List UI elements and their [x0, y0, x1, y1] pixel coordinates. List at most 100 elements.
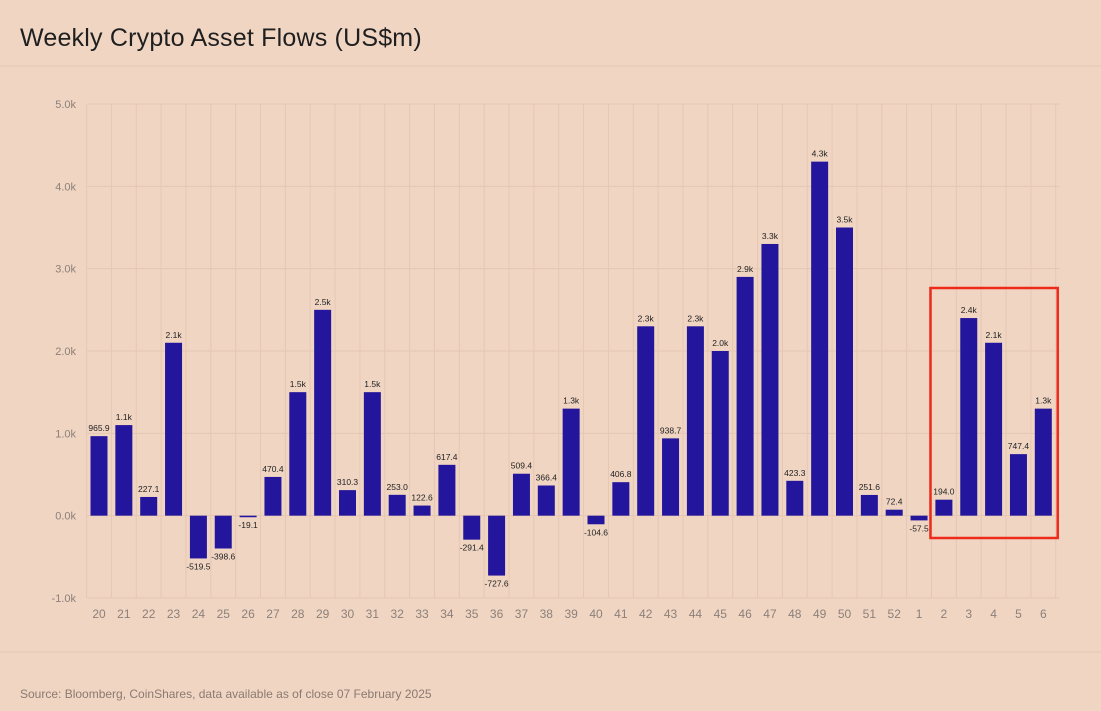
bar	[910, 515, 928, 521]
data-label: 2.1k	[986, 330, 1003, 340]
bar	[438, 464, 456, 516]
data-label: 406.8	[610, 469, 632, 479]
x-tick-label: 43	[664, 607, 678, 621]
x-tick-label: 1	[916, 607, 923, 621]
bar	[214, 515, 232, 549]
data-label: -398.6	[211, 551, 235, 561]
data-label: -104.6	[584, 527, 608, 537]
data-label: 423.3	[784, 468, 806, 478]
bar	[512, 473, 530, 516]
bar	[189, 515, 207, 559]
data-label: 938.7	[660, 425, 682, 435]
x-tick-label: 45	[714, 607, 728, 621]
bar	[90, 436, 108, 516]
x-tick-label: 28	[291, 607, 305, 621]
data-label: 1.3k	[563, 396, 580, 406]
y-tick-label: 4.0k	[55, 181, 76, 193]
highlight-box	[929, 286, 1059, 540]
data-label: 72.4	[886, 497, 903, 507]
bar	[960, 318, 978, 516]
bar	[587, 515, 605, 525]
data-label: 965.9	[88, 423, 110, 433]
bar	[985, 342, 1003, 516]
data-label: 747.4	[1008, 441, 1030, 451]
data-label: 3.5k	[836, 215, 853, 225]
y-tick-label: 3.0k	[55, 264, 76, 276]
bar	[612, 482, 630, 516]
x-tick-label: 2	[941, 607, 948, 621]
bar	[314, 309, 332, 516]
bar	[662, 438, 680, 516]
data-label: 2.1k	[166, 330, 183, 340]
bar	[1009, 454, 1027, 516]
x-tick-label: 39	[564, 607, 578, 621]
x-tick-label: 47	[763, 607, 777, 621]
bar	[537, 485, 555, 516]
bar	[935, 499, 953, 516]
x-tick-label: 29	[316, 607, 330, 621]
bar	[165, 342, 183, 516]
x-tick-label: 49	[813, 607, 827, 621]
y-tick-label: 2.0k	[55, 346, 76, 358]
x-tick-label: 21	[117, 607, 131, 621]
bar	[786, 480, 804, 516]
x-tick-label: 37	[515, 607, 529, 621]
data-label: -291.4	[460, 543, 484, 553]
x-tick-label: 4	[990, 607, 997, 621]
data-label: 310.3	[337, 477, 359, 487]
x-tick-label: 31	[366, 607, 380, 621]
x-tick-label: 20	[92, 607, 106, 621]
y-tick-label: 5.0k	[55, 99, 76, 111]
x-tick-label: 24	[192, 607, 206, 621]
source-note: Source: Bloomberg, CoinShares, data avai…	[20, 687, 432, 701]
bar	[637, 326, 655, 516]
data-label: -519.5	[186, 561, 210, 571]
bar	[463, 515, 481, 540]
data-label: 1.5k	[364, 379, 381, 389]
data-label: 2.0k	[712, 338, 729, 348]
x-tick-label: 3	[965, 607, 972, 621]
x-tick-label: 26	[241, 607, 255, 621]
data-label: 2.9k	[737, 264, 754, 274]
bar	[711, 351, 729, 516]
data-label: 509.4	[511, 461, 533, 471]
data-label: 4.3k	[812, 149, 829, 159]
x-tick-label: 52	[888, 607, 902, 621]
data-label: 2.5k	[315, 297, 332, 307]
x-tick-label: 25	[217, 607, 231, 621]
data-label: 2.3k	[687, 313, 704, 323]
bar	[811, 161, 829, 516]
data-label: 122.6	[411, 493, 433, 503]
data-label: -727.6	[485, 579, 509, 589]
bar	[140, 496, 158, 516]
x-tick-label: 6	[1040, 607, 1047, 621]
x-tick-label: 50	[838, 607, 852, 621]
x-tick-label: 44	[689, 607, 703, 621]
x-tick-label: 41	[614, 607, 628, 621]
y-tick-label: 1.0k	[55, 428, 76, 440]
data-label: -57.5	[909, 523, 929, 533]
data-label: 251.6	[859, 482, 881, 492]
data-label: 1.3k	[1035, 396, 1052, 406]
bar	[860, 494, 878, 516]
bar	[239, 515, 257, 518]
x-tick-label: 35	[465, 607, 479, 621]
data-label: 617.4	[436, 452, 458, 462]
data-label: 2.4k	[961, 305, 978, 315]
bar	[736, 276, 754, 516]
data-label: 227.1	[138, 484, 160, 494]
x-tick-label: 38	[540, 607, 554, 621]
bar	[761, 243, 779, 516]
x-tick-label: 40	[589, 607, 603, 621]
x-tick-label: 23	[167, 607, 181, 621]
bar	[388, 494, 406, 516]
data-label: 3.3k	[762, 231, 779, 241]
x-tick-label: 5	[1015, 607, 1022, 621]
bar	[488, 515, 506, 576]
x-tick-label: 42	[639, 607, 653, 621]
data-label: -19.1	[238, 520, 258, 530]
x-tick-label: 48	[788, 607, 802, 621]
data-label: 194.0	[933, 487, 955, 497]
bar	[339, 490, 356, 516]
